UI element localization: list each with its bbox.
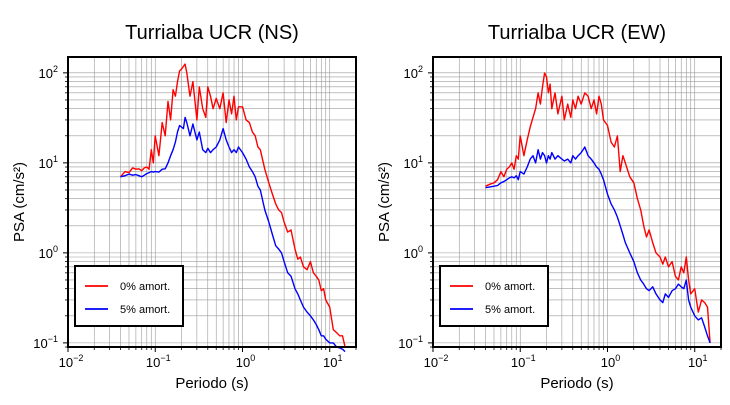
x-tick-label: 10−2: [59, 353, 84, 370]
x-axis-label: Periodo (s): [175, 375, 248, 392]
legend-entry-label: 5% amort.: [485, 304, 535, 316]
series-line-blue: [120, 116, 346, 353]
y-tick-label: 101: [39, 154, 58, 171]
y-tick-label: 102: [39, 64, 58, 81]
y-tick-label: 10−1: [33, 334, 58, 351]
y-tick-label: 102: [404, 64, 423, 81]
grid: [67, 57, 357, 348]
x-tick-label: 10−1: [146, 353, 171, 370]
legend-box: [74, 265, 184, 327]
legend-entry-label: 0% amort.: [485, 281, 535, 293]
plot-frame: [67, 56, 357, 348]
y-axis-label: PSA (cm/s²): [376, 162, 393, 242]
x-tick-label: 101: [688, 353, 707, 370]
x-tick-label: 100: [601, 353, 620, 370]
y-tick-label: 10−1: [398, 334, 423, 351]
x-axis-label: Periodo (s): [540, 375, 613, 392]
y-tick-label: 101: [404, 154, 423, 171]
x-tick-label: 101: [323, 353, 342, 370]
series-line-red: [119, 63, 346, 348]
chart-title: Turrialba UCR (NS): [125, 22, 299, 44]
plot-frame: [432, 56, 722, 348]
plot-area: [485, 72, 711, 344]
legend-entry-label: 0% amort.: [120, 281, 170, 293]
series-line-red: [485, 72, 711, 343]
legend-entry-label: 5% amort.: [120, 304, 170, 316]
y-tick-label: 100: [404, 244, 423, 261]
x-tick-label: 10−1: [511, 353, 536, 370]
y-axis-label: PSA (cm/s²): [11, 162, 28, 242]
chart-title: Turrialba UCR (EW): [488, 22, 666, 44]
plot-area: [119, 63, 346, 353]
series-line-blue: [485, 146, 711, 344]
legend: 0% amort. 5% amort.: [439, 265, 549, 327]
x-tick-label: 10−2: [424, 353, 449, 370]
legend: 0% amort. 5% amort.: [74, 265, 184, 327]
y-tick-label: 100: [39, 244, 58, 261]
x-tick-label: 100: [236, 353, 255, 370]
legend-box: [439, 265, 549, 327]
